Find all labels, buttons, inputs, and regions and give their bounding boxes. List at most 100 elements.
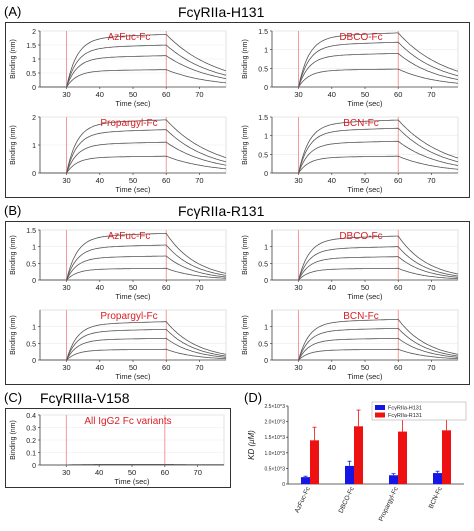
plot-area <box>271 30 459 88</box>
legend-swatch <box>375 412 385 418</box>
x-tick-label: 50 <box>129 176 137 185</box>
binding-curve <box>272 127 459 174</box>
x-tick-label: 30 <box>62 468 70 477</box>
y-tick-label: 1.5 <box>26 228 36 235</box>
y-axis-label: Binding (nm) <box>10 235 17 275</box>
y-axis-label: Binding (nm) <box>10 420 17 460</box>
panel-analyte-label: All IgG2 Fc variants <box>84 416 171 427</box>
bar <box>301 477 310 484</box>
binding-curve <box>40 255 227 281</box>
binding-curve <box>40 69 227 88</box>
x-axis-label: Time (sec) <box>347 372 383 381</box>
sensorgram-b-azfuc: 0 0.5 1 1.5 30 40 50 60 70 Time (sec) Binding (nm)… <box>10 228 227 301</box>
y-axis-label: Binding (nm) <box>10 315 17 355</box>
y-axis-label: Binding (nm) <box>10 39 17 79</box>
panel-a-frame <box>5 22 470 198</box>
x-axis-label: Time (sec) <box>347 292 383 301</box>
panel-analyte-label: AzFuc-Fc <box>108 231 151 242</box>
x-tick-label: 50 <box>128 468 136 477</box>
x-tick-label: 70 <box>427 363 435 372</box>
y-tick-label: 0.5 <box>258 66 268 73</box>
x-tick-label: 60 <box>162 176 170 185</box>
x-tick-label: 70 <box>194 468 202 477</box>
binding-curve <box>272 140 459 174</box>
y-tick-label: 0 <box>32 171 36 178</box>
binding-curve <box>272 41 459 88</box>
y-tick-label: 2.0×10^3 <box>264 420 285 426</box>
binding-curve <box>40 141 227 174</box>
x-tick-label: 50 <box>361 90 369 99</box>
binding-curve <box>40 348 227 361</box>
sensorgram-a-azfuc: 0 0.5 1 1.5 2 30 40 50 60 70 Time (sec) Binding (nm… <box>10 29 227 108</box>
x-tick-label: 40 <box>328 176 336 185</box>
x-tick-label: 70 <box>195 283 203 292</box>
x-tick-label: 70 <box>195 90 203 99</box>
y-axis-label: Binding (nm) <box>242 235 249 275</box>
x-axis-label: Time (sec) <box>115 292 151 301</box>
y-tick-label: 1.5 <box>258 115 268 122</box>
category-label: Propargyl-Fc <box>378 485 400 522</box>
sensorgram-b-bcn: 0 0.5 1 30 40 50 60 70 Time (sec) Binding (nm) BCN… <box>242 309 459 381</box>
y-tick-label: 2 <box>32 29 36 36</box>
y-tick-label: 1 <box>32 57 36 64</box>
x-tick-label: 60 <box>162 90 170 99</box>
x-tick-label: 40 <box>96 363 104 372</box>
binding-curve <box>40 321 227 361</box>
category-label: AzFuc-Fc <box>294 485 312 514</box>
x-tick-label: 60 <box>161 468 169 477</box>
binding-curve <box>40 337 227 361</box>
panel-analyte-label: Propargyl-Fc <box>100 118 157 129</box>
x-tick-label: 70 <box>427 90 435 99</box>
x-axis-label: Time (sec) <box>115 185 151 194</box>
panel-analyte-label: BCN-Fc <box>343 118 379 129</box>
y-tick-label: 1.0×10^3 <box>264 451 285 457</box>
sensorgram-c-all: 0 0.1 0.2 0.3 0.4 30 40 50 60 70 Time (sec) Binding… <box>10 413 225 486</box>
y-tick-label: 1.5 <box>258 29 268 36</box>
bar <box>398 431 407 484</box>
x-tick-label: 60 <box>394 90 402 99</box>
x-tick-label: 60 <box>394 283 402 292</box>
legend-swatch <box>375 405 385 410</box>
bar <box>354 426 363 484</box>
y-axis-label: KD (μM) <box>247 430 256 460</box>
binding-curve <box>40 155 227 174</box>
y-tick-label: 0 <box>32 463 36 470</box>
binding-curve <box>40 55 227 88</box>
y-tick-label: 1 <box>264 325 268 332</box>
binding-curve <box>40 34 227 88</box>
y-tick-label: 0 <box>32 358 36 365</box>
x-tick-label: 50 <box>129 90 137 99</box>
x-tick-label: 60 <box>162 283 170 292</box>
x-tick-label: 30 <box>294 90 302 99</box>
y-tick-label: 0 <box>32 85 36 92</box>
binding-curve <box>272 267 459 281</box>
x-tick-label: 50 <box>129 283 137 292</box>
binding-curve <box>272 119 459 174</box>
y-tick-label: 1.5×10^3 <box>264 435 285 441</box>
binding-curve <box>272 337 459 361</box>
bar <box>433 473 442 484</box>
y-tick-label: 0.5 <box>258 261 268 268</box>
sensorgram-b-propargyl: 0 0.5 1 30 40 50 60 70 Time (sec) Binding (nm) Pro… <box>10 309 227 381</box>
x-axis-label: Time (sec) <box>114 477 150 486</box>
x-tick-label: 60 <box>162 363 170 372</box>
x-tick-label: 30 <box>62 363 70 372</box>
y-tick-label: 0 <box>32 278 36 285</box>
binding-curve <box>40 244 227 281</box>
binding-curve <box>272 155 459 174</box>
y-tick-label: 0.4 <box>26 413 36 420</box>
x-tick-label: 40 <box>95 468 103 477</box>
y-axis-label: Binding (nm) <box>242 125 249 165</box>
bar <box>389 475 398 484</box>
y-tick-label: 0.1 <box>26 451 36 458</box>
y-tick-label: 0.5 <box>26 341 36 348</box>
y-tick-label: 0.5×10^3 <box>264 466 285 472</box>
panel-c-frame <box>5 408 231 488</box>
x-tick-label: 40 <box>96 176 104 185</box>
y-tick-label: 1 <box>264 134 268 141</box>
x-tick-label: 40 <box>328 363 336 372</box>
x-tick-label: 50 <box>361 176 369 185</box>
y-axis-label: Binding (nm) <box>10 125 17 165</box>
y-axis-label: Binding (nm) <box>242 39 249 79</box>
y-tick-label: 1 <box>32 245 36 252</box>
